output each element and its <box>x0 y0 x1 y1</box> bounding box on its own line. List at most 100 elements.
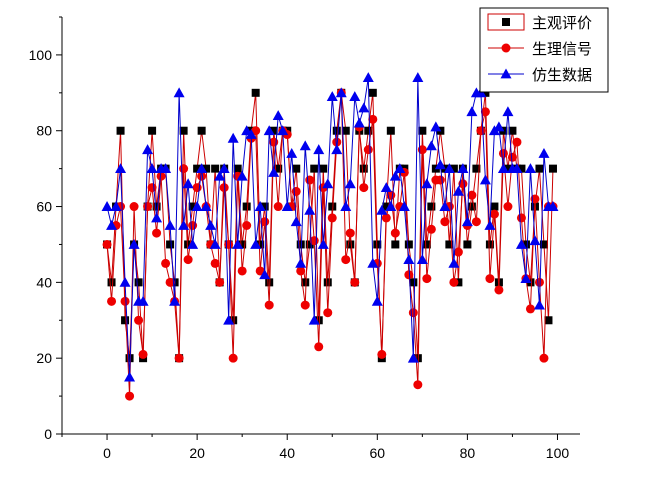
subjective-eval-point <box>386 126 395 135</box>
physio-signal-point <box>165 277 175 287</box>
bionic-data-point <box>457 163 469 174</box>
physio-signal-point <box>296 266 306 276</box>
physio-signal-point <box>323 308 333 318</box>
subjective-eval-point <box>134 278 143 287</box>
subjective-eval-point <box>314 316 323 325</box>
subjective-eval-point <box>292 164 301 173</box>
physio-signal-point <box>377 349 387 359</box>
subjective-eval-point <box>184 240 193 249</box>
subjective-eval-point <box>422 240 431 249</box>
physio-signal-point <box>453 247 463 257</box>
bionic-data-point <box>452 185 464 196</box>
legend-physio-signal-point <box>501 43 511 53</box>
bionic-data-point <box>502 106 514 117</box>
physio-signal-point <box>273 202 283 212</box>
physio-signal-point <box>363 145 373 155</box>
y-axis-ticks: 0 20 40 60 80 100 <box>29 16 62 442</box>
legend-item-bionic-data: 仿生数据 <box>488 66 592 84</box>
subjective-eval-point <box>517 164 526 173</box>
physio-signal-point <box>156 171 166 181</box>
y-tick-label: 100 <box>29 47 53 63</box>
bionic-data-point <box>394 163 406 174</box>
subjective-eval-point <box>418 126 427 135</box>
subjective-eval-point <box>485 240 494 249</box>
physio-signal-point <box>489 209 499 219</box>
subjective-eval-point <box>256 240 265 249</box>
bionic-data-point <box>106 220 118 230</box>
physio-signal-point <box>179 164 189 174</box>
subjective-eval-point <box>449 164 458 173</box>
legend-label: 生理信号 <box>532 40 592 58</box>
bionic-data-point <box>322 178 334 189</box>
subjective-eval-point <box>364 126 373 135</box>
subjective-eval-point <box>323 278 332 287</box>
legend-subjective-eval-point <box>502 18 510 26</box>
physio-signal-point <box>143 202 153 212</box>
bionic-data-point <box>398 201 410 211</box>
subjective-eval-point <box>301 278 310 287</box>
subjective-eval-point <box>260 202 269 211</box>
physio-signal-point <box>350 277 360 287</box>
bionic-data-point <box>173 87 185 98</box>
physio-signal-point <box>494 285 504 295</box>
x-tick-label: 40 <box>279 445 295 461</box>
physio-signal-point <box>161 258 171 268</box>
y-tick-label: 20 <box>36 350 52 366</box>
subjective-eval-point <box>481 88 490 97</box>
subjective-eval-point <box>467 202 476 211</box>
subjective-eval-point <box>332 126 341 135</box>
subjective-eval-point <box>382 202 391 211</box>
subjective-eval-point <box>341 126 350 135</box>
physio-signal-point <box>368 114 378 124</box>
bionic-data-point <box>142 144 154 155</box>
bionic-data-point <box>466 106 478 117</box>
physio-signal-point <box>327 213 337 223</box>
physio-signal-point <box>507 152 517 162</box>
bionic-data-point <box>227 132 239 143</box>
subjective-eval-point <box>368 88 377 97</box>
bionic-data-point <box>290 216 302 227</box>
bionic-data-point <box>272 110 284 120</box>
bionic-data-point <box>533 299 545 310</box>
physio-signal-point <box>440 217 450 227</box>
subjective-eval-point <box>148 126 157 135</box>
bionic-data-point <box>259 269 271 280</box>
subjective-eval-point <box>125 354 134 363</box>
bionic-data-point <box>344 178 356 189</box>
subjective-eval-point <box>346 240 355 249</box>
physio-signal-point <box>305 175 315 185</box>
bionic-data-point <box>101 201 113 211</box>
bionic-data-point <box>529 235 541 246</box>
bionic-data-point <box>520 273 532 283</box>
legend-swatch-frame <box>487 13 525 31</box>
physio-signal-point <box>224 239 234 249</box>
subjective-eval-point <box>229 316 238 325</box>
physio-signal-point <box>120 296 130 306</box>
bionic-data-point <box>254 201 266 211</box>
plot-frame <box>61 17 580 435</box>
x-tick-label: 80 <box>460 445 476 461</box>
subjective-eval-point <box>197 126 206 135</box>
physio-signal-point <box>215 277 225 287</box>
subjective-eval-point <box>121 316 130 325</box>
physio-signal-point <box>242 221 252 230</box>
subjective-eval-point <box>328 202 337 211</box>
physio-signal-point <box>485 274 495 284</box>
physio-signal-point <box>260 217 270 227</box>
bionic-data-point <box>340 201 352 211</box>
series-line-physio-signal <box>106 92 553 397</box>
physio-signal-point <box>449 277 459 287</box>
subjective-eval-point <box>269 126 278 135</box>
subjective-eval-point <box>490 202 499 211</box>
physio-signal-point <box>503 202 513 212</box>
subjective-eval-point <box>535 164 544 173</box>
bionic-data-point <box>380 182 392 192</box>
physio-signal-point <box>480 107 490 117</box>
physio-signal-point <box>129 202 139 212</box>
physio-signal-point <box>300 300 310 310</box>
physio-signal-point <box>476 126 486 136</box>
bionic-data-point <box>304 204 316 215</box>
bionic-data-point <box>407 352 419 363</box>
bionic-data-point <box>403 254 415 265</box>
